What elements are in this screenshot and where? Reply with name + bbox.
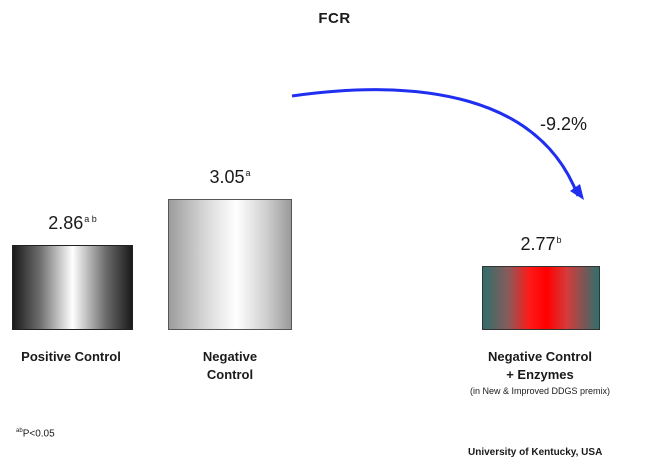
bar-negative-control-enzymes [482,265,600,330]
bar-positive-control [12,244,133,330]
category-label-positive-control: Positive Control [21,349,121,364]
percent-change-label: -9.2% [540,114,588,134]
category-label-negative-control-enzymes: Negative Control + Enzymes (in New & Imp… [440,348,640,398]
value-label-negative-control: 3.05a [209,167,251,188]
value-label-positive-control: 2.86a b [48,212,97,233]
significance-footnote: abP<0.05 [16,428,55,440]
value-label-negative-control-enzymes: 2.77b [520,233,562,254]
category-subtitle: (in New & Improved DDGS premix) [469,386,611,396]
bar-negative-control [168,199,292,330]
chart-title: FCR [318,10,351,27]
source-credit: University of Kentucky, USA [468,447,603,458]
category-label-negative-control: Negative Control [202,349,258,382]
